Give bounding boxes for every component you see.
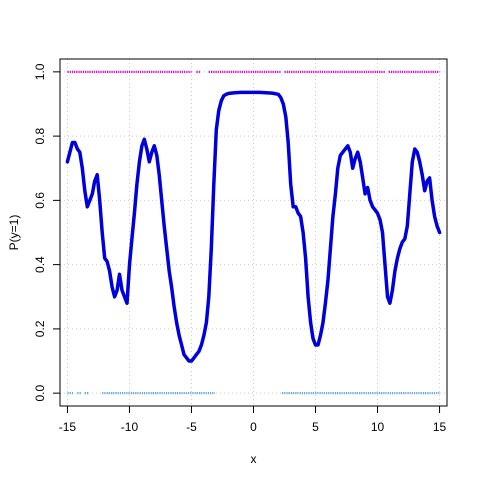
x-tick-label-3: 0 [250,420,257,434]
y-tick-label-5: 1.0 [33,63,47,80]
x-tick-label-1: -10 [121,420,139,434]
x-tick-label-5: 10 [371,420,385,434]
y-tick-label-0: 0.0 [33,384,47,401]
x-tick-label-4: 5 [312,420,319,434]
y-tick-label-4: 0.8 [33,127,47,144]
y-tick-label-3: 0.6 [33,192,47,209]
x-tick-label-2: -5 [186,420,197,434]
y-axis: 0.0 0.2 0.4 0.6 0.8 1.0 [33,63,61,401]
x-tick-label-6: 15 [433,420,447,434]
grid [60,59,447,406]
probability-curve-0 [65,90,442,363]
y-tick-label-2: 0.4 [33,256,47,273]
x-axis: -15 -10 -5 0 5 10 15 [59,405,447,434]
series-layer [65,90,442,363]
rug-marks [67,70,440,395]
y-tick-label-1: 0.2 [33,320,47,337]
y-axis-label: P(y=1) [7,215,21,251]
x-tick-label-0: -15 [59,420,77,434]
x-axis-label: x [251,452,257,466]
